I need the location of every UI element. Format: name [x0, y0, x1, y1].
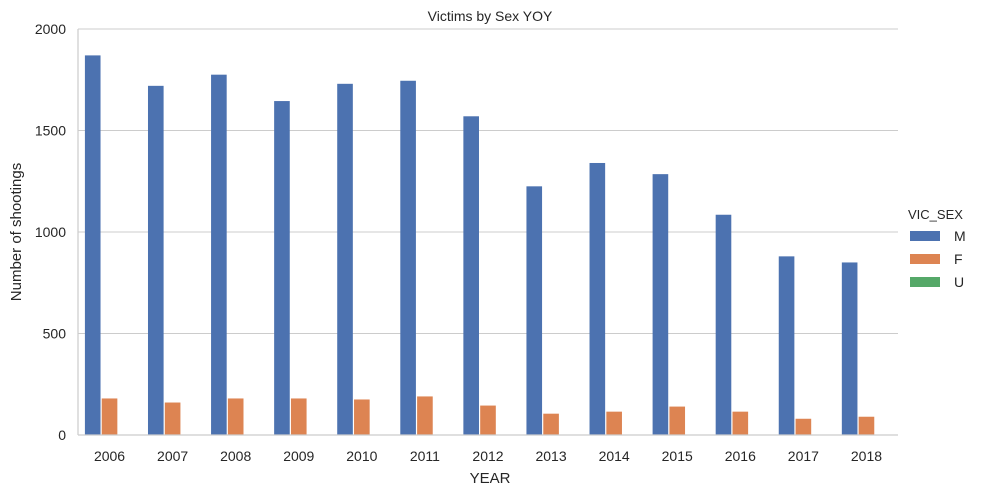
x-tick-label: 2007	[157, 448, 188, 464]
bar-F-2015	[669, 406, 686, 435]
bar-F-2016	[732, 411, 749, 435]
bar-M-2014	[589, 162, 606, 436]
bar-F-2007	[164, 402, 181, 435]
legend-swatch-F	[910, 254, 940, 264]
x-tick-label: 2018	[851, 448, 882, 464]
y-tick-label: 1000	[35, 224, 66, 240]
bar-M-2008	[211, 74, 227, 436]
x-tick-label: 2014	[599, 448, 630, 464]
x-tick-label: 2015	[662, 448, 693, 464]
x-tick-label: 2010	[346, 448, 377, 464]
bar-M-2017	[778, 256, 795, 435]
bar-F-2006	[101, 398, 118, 435]
y-tick-label: 500	[43, 326, 67, 342]
axes: 0 500 1000 1500 2000 2006 2007 2008 2009 2010 2011…	[35, 21, 898, 464]
bar-M-2013	[526, 186, 543, 435]
y-tick-label: 2000	[35, 21, 66, 37]
bar-M-2009	[274, 101, 290, 435]
bar-F-2014	[606, 411, 622, 435]
gridlines	[78, 28, 898, 436]
legend-title: VIC_SEX	[908, 207, 963, 222]
legend: VIC_SEX MFU	[908, 207, 966, 290]
legend-swatch-U	[910, 277, 940, 287]
bar-F-2017	[795, 418, 812, 435]
x-tick-label: 2011	[410, 448, 440, 464]
bar-M-2011	[400, 80, 416, 435]
x-tick-label: 2017	[788, 448, 819, 464]
bar-F-2011	[417, 396, 433, 435]
bar-M-2016	[715, 214, 732, 435]
y-tick-label: 0	[58, 427, 66, 443]
bar-M-2007	[147, 85, 164, 435]
y-tick-label: 1500	[35, 123, 66, 139]
bar-M-2006	[84, 55, 101, 435]
bar-F-2009	[290, 398, 307, 435]
x-tick-label: 2013	[535, 448, 566, 464]
legend-swatch-M	[910, 231, 940, 241]
x-tick-label: 2006	[94, 448, 125, 464]
bar-F-2018	[858, 416, 875, 435]
y-axis-label: Number of shootings	[8, 163, 25, 301]
x-tick-label: 2016	[725, 448, 756, 464]
bar-F-2008	[227, 398, 244, 435]
bar-F-2012	[480, 405, 496, 435]
bar-M-2015	[652, 174, 669, 435]
bar-M-2012	[463, 116, 479, 435]
bar-M-2010	[337, 83, 353, 435]
x-axis-label: YEAR	[470, 470, 511, 487]
legend-label-F: F	[954, 251, 963, 267]
bar-M-2018	[841, 262, 858, 435]
x-tick-label: 2009	[283, 448, 314, 464]
bars	[84, 55, 892, 436]
legend-label-U: U	[954, 274, 964, 290]
legend-label-M: M	[954, 228, 966, 244]
x-tick-label: 2008	[220, 448, 251, 464]
bar-F-2010	[354, 399, 370, 435]
x-tick-label: 2012	[472, 448, 503, 464]
bar-F-2013	[543, 413, 559, 435]
chart-title: Victims by Sex YOY	[428, 8, 553, 24]
